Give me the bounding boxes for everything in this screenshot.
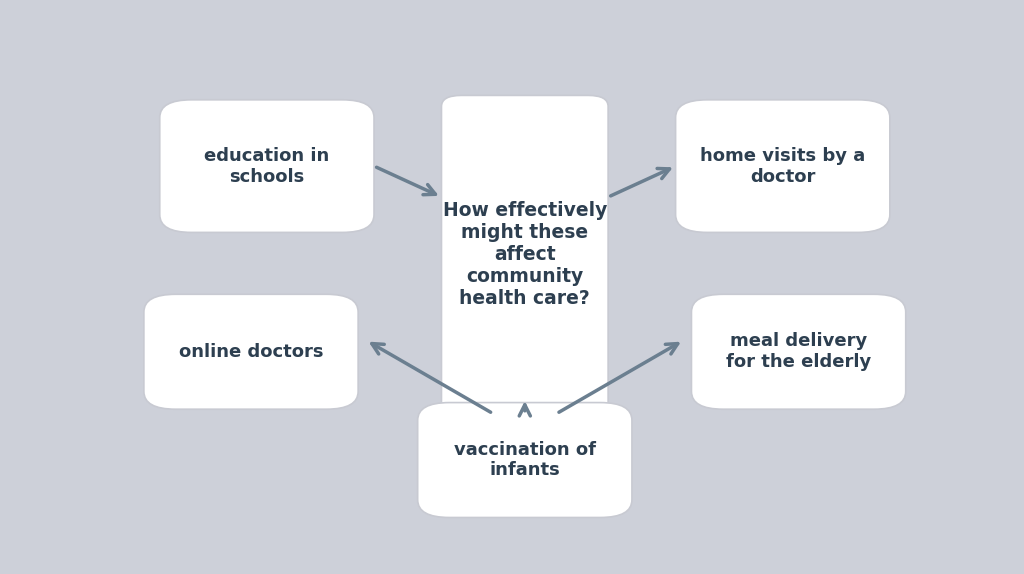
Text: meal delivery
for the elderly: meal delivery for the elderly xyxy=(726,332,871,371)
FancyBboxPatch shape xyxy=(676,100,890,232)
FancyBboxPatch shape xyxy=(441,95,608,414)
Text: How effectively
might these
affect
community
health care?: How effectively might these affect commu… xyxy=(442,201,607,308)
FancyBboxPatch shape xyxy=(143,294,358,409)
Text: vaccination of
infants: vaccination of infants xyxy=(454,441,596,479)
FancyBboxPatch shape xyxy=(418,402,632,518)
FancyBboxPatch shape xyxy=(160,100,374,232)
FancyBboxPatch shape xyxy=(691,294,905,409)
Text: education in
schools: education in schools xyxy=(204,147,330,185)
Text: online doctors: online doctors xyxy=(179,343,324,360)
Text: home visits by a
doctor: home visits by a doctor xyxy=(700,147,865,185)
